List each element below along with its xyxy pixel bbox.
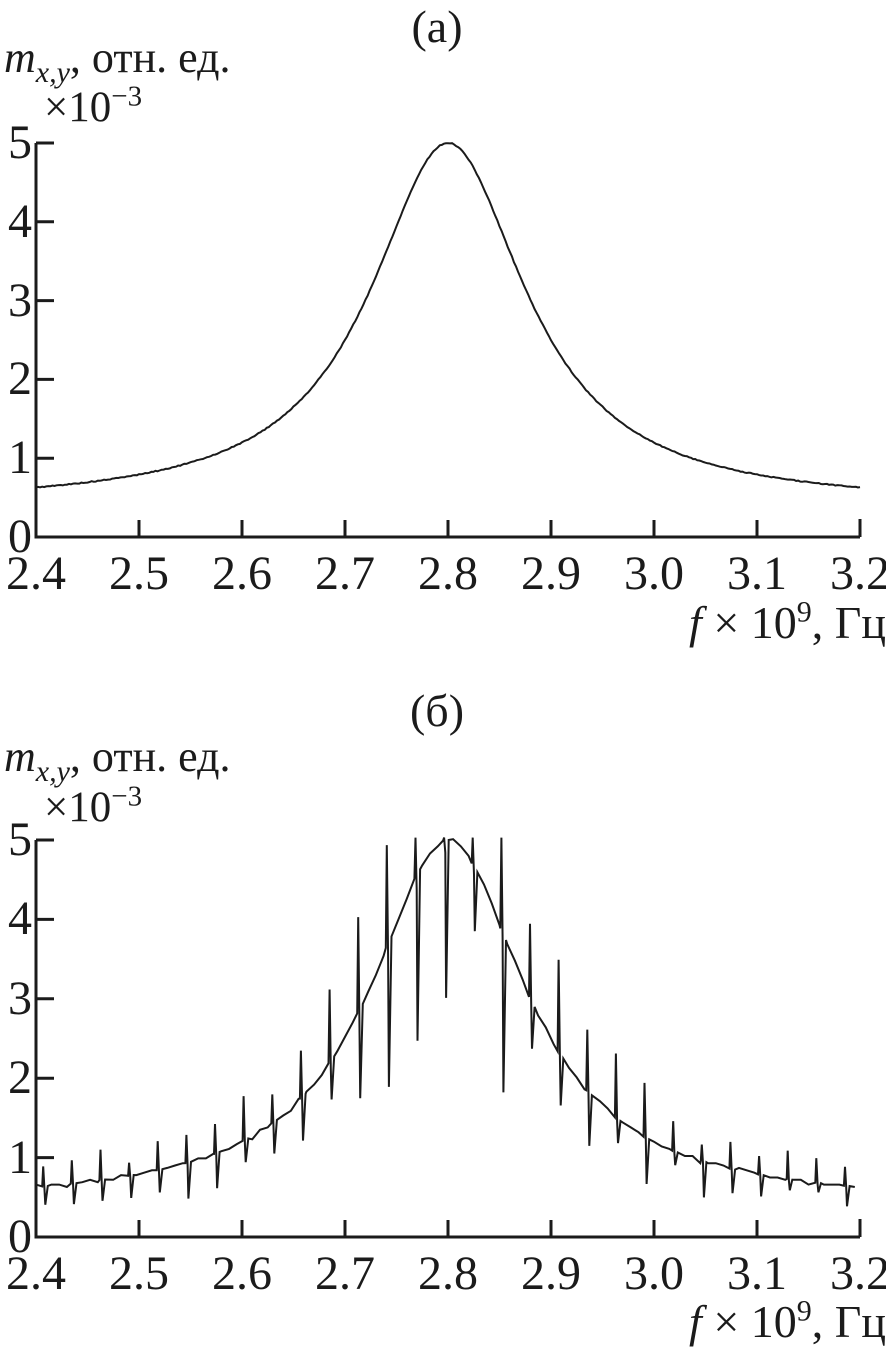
y-tick-label: 1	[8, 431, 32, 485]
x-tick-label: 3.1	[727, 547, 787, 600]
y-tick-label: 3	[8, 971, 32, 1025]
y-tick-label: 4	[8, 194, 32, 248]
y-axis-variable: m	[4, 732, 36, 781]
x-axis-variable: f	[689, 1296, 702, 1347]
x-tick-label: 3.0	[624, 547, 684, 600]
y-tick-label: 2	[8, 1051, 32, 1105]
x-axis-exponent: 9	[796, 595, 812, 629]
y-scale-exponent: −3	[111, 780, 143, 813]
y-scale-exponent: −3	[111, 80, 143, 113]
panel-b-title: (б)	[409, 685, 465, 736]
x-axis-units: , Гц	[811, 1296, 886, 1347]
y-tick-label: 5	[8, 813, 32, 866]
x-tick-label: 2.5	[109, 1247, 169, 1300]
panel-b-curve	[35, 837, 855, 1207]
x-axis-units: , Гц	[811, 597, 886, 648]
x-axis-multiplier: × 10	[701, 597, 797, 648]
x-tick-label: 2.8	[418, 1247, 478, 1300]
x-tick-label: 2.9	[521, 547, 581, 600]
x-tick-label: 2.4	[6, 1247, 66, 1300]
y-tick-label: 3	[8, 273, 32, 327]
x-tick-label: 2.9	[521, 1247, 581, 1300]
y-tick-label: 0	[8, 510, 32, 563]
y-axis-variable-subscript: x,y	[35, 55, 70, 89]
x-tick-label: 2.7	[315, 1247, 375, 1300]
panel-b-y-axis-label: mx,y, отн. ед.	[4, 732, 231, 787]
panel-a-curve	[35, 142, 861, 489]
x-axis-exponent: 9	[796, 1294, 812, 1328]
x-tick-label: 2.6	[212, 547, 272, 600]
panel-a-y-scale-factor: ×10−3	[44, 82, 142, 131]
x-tick-label: 3.2	[830, 1247, 886, 1300]
panel-a-y-axis-label: mx,y, отн. ед.	[4, 33, 231, 88]
x-axis-multiplier: × 10	[701, 1296, 797, 1347]
x-tick-label: 2.4	[6, 547, 66, 600]
y-tick-label: 4	[8, 892, 32, 946]
x-tick-label: 3.1	[727, 1247, 787, 1300]
x-axis-variable: f	[689, 597, 702, 648]
x-tick-label: 3.0	[624, 1247, 684, 1300]
y-tick-label: 0	[8, 1210, 32, 1263]
panel-a-x-axis-label: f × 109, Гц	[689, 597, 886, 648]
y-scale-mantissa: ×10	[44, 784, 112, 831]
y-axis-units: , отн. ед.	[69, 33, 231, 82]
y-tick-label: 2	[8, 352, 32, 406]
x-tick-label: 2.8	[418, 547, 478, 600]
y-axis-variable: m	[4, 33, 36, 82]
x-tick-label: 2.7	[315, 547, 375, 600]
panel-a-axes	[34, 143, 860, 539]
y-scale-mantissa: ×10	[44, 84, 112, 131]
panel-b-axes	[34, 840, 860, 1239]
y-axis-units: , отн. ед.	[69, 732, 231, 781]
y-axis-variable-subscript: x,y	[35, 754, 70, 788]
panel-a-title: (а)	[411, 1, 463, 52]
y-tick-label: 1	[8, 1130, 32, 1184]
y-tick-label: 5	[8, 116, 32, 169]
x-tick-label: 3.2	[830, 547, 886, 600]
panel-b-x-axis-label: f × 109, Гц	[689, 1296, 886, 1347]
panel-b-y-scale-factor: ×10−3	[44, 782, 142, 831]
x-tick-label: 2.5	[109, 547, 169, 600]
x-tick-label: 2.6	[212, 1247, 272, 1300]
